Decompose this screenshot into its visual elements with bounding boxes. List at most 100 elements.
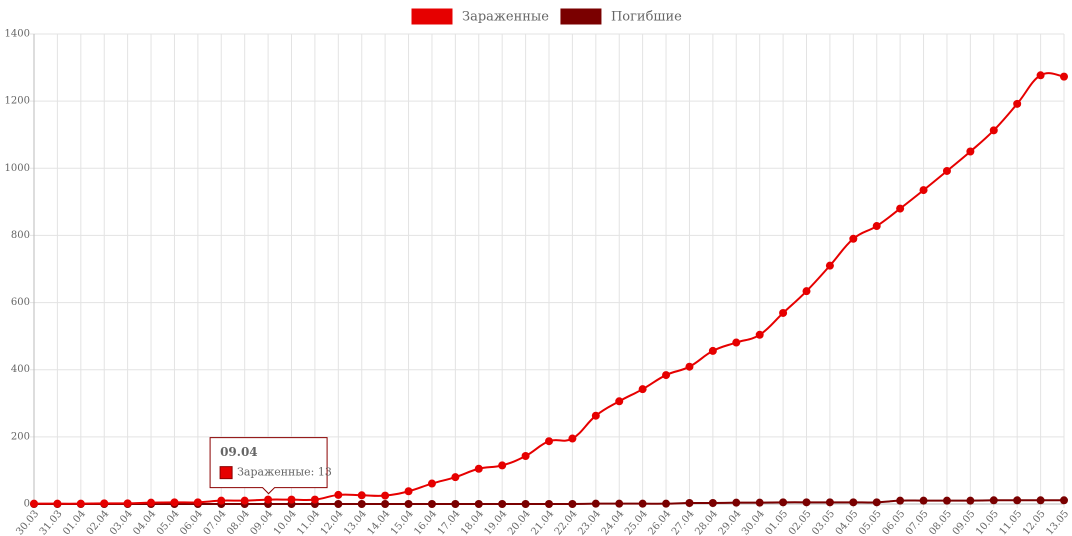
- x-tick-label: 01.05: [763, 508, 790, 536]
- point: [732, 498, 741, 507]
- point: [919, 496, 928, 505]
- point: [919, 186, 928, 195]
- point: [732, 338, 741, 347]
- x-tick-label: 18.04: [459, 508, 486, 536]
- x-tick-label: 05.05: [857, 508, 884, 536]
- point: [662, 371, 671, 380]
- point: [896, 204, 905, 213]
- point: [498, 500, 507, 508]
- x-tick-label: 29.04: [717, 508, 744, 536]
- x-tick-label: 31.03: [38, 508, 65, 536]
- point: [334, 490, 343, 499]
- x-tick-label: 16.04: [412, 508, 439, 536]
- x-tick-label: 07.05: [904, 508, 931, 536]
- x-tick-label: 10.04: [272, 508, 299, 536]
- point: [76, 499, 85, 508]
- point: [357, 491, 366, 500]
- point: [638, 385, 647, 394]
- point: [896, 496, 905, 505]
- x-tick-label: 12.04: [319, 508, 346, 536]
- x-tick-label: 11.05: [998, 508, 1025, 536]
- point: [545, 437, 553, 446]
- point: [591, 411, 600, 420]
- point: [357, 500, 366, 508]
- x-tick-label: 06.04: [178, 508, 205, 536]
- x-tick-label: 14.04: [366, 508, 393, 536]
- point: [521, 451, 530, 460]
- y-tick-label: 0: [24, 499, 30, 510]
- point: [849, 234, 858, 243]
- point: [685, 362, 694, 371]
- point: [1013, 99, 1022, 108]
- point: [240, 496, 249, 505]
- point: [989, 496, 998, 505]
- point: [1036, 71, 1045, 80]
- point: [708, 346, 717, 355]
- point: [1060, 72, 1068, 81]
- x-tick-label: 21.04: [529, 508, 556, 536]
- x-tick-label: 03.04: [108, 508, 135, 536]
- point: [310, 495, 319, 504]
- tooltip-box: [209, 437, 328, 495]
- point: [568, 434, 577, 443]
- x-tick-label: 03.05: [810, 508, 837, 536]
- x-tick-label: 20.04: [506, 508, 533, 536]
- point: [872, 498, 881, 507]
- point: [545, 500, 553, 508]
- point: [264, 495, 273, 504]
- x-tick-label: 01.04: [61, 508, 88, 536]
- point: [755, 498, 764, 507]
- point: [474, 500, 483, 508]
- point: [942, 166, 951, 175]
- x-tick-label: 12.05: [1021, 508, 1048, 536]
- tooltip-swatch: [219, 466, 233, 480]
- point: [427, 479, 436, 488]
- point: [427, 500, 436, 508]
- legend-label: Зараженные: [462, 10, 549, 25]
- tooltip-title: 09.04: [220, 445, 258, 459]
- x-tick-label: 26.04: [646, 508, 673, 536]
- point: [123, 499, 132, 508]
- x-tick-label: 08.05: [927, 508, 954, 536]
- legend-swatch: [560, 8, 602, 25]
- x-tick-label: 17.04: [436, 508, 463, 536]
- point: [966, 147, 975, 156]
- point: [989, 126, 998, 135]
- tooltip-label: Зараженные: 13: [237, 466, 332, 479]
- x-tick-label: 10.05: [974, 508, 1001, 536]
- x-tick-label: 28.04: [693, 508, 720, 536]
- x-tick-label: 13.04: [342, 508, 369, 536]
- x-tick-label: 06.05: [881, 508, 908, 536]
- point: [849, 498, 858, 507]
- y-tick-label: 1200: [5, 96, 30, 107]
- point: [334, 500, 343, 508]
- point: [662, 499, 671, 508]
- legend-swatch: [411, 8, 453, 25]
- point: [404, 500, 413, 508]
- point: [966, 496, 975, 505]
- point: [217, 496, 226, 505]
- y-tick-label: 1400: [5, 29, 30, 40]
- x-tick-label: 08.04: [225, 508, 252, 536]
- x-tick-label: 25.04: [623, 508, 650, 536]
- point: [193, 498, 202, 507]
- x-tick-label: 02.04: [85, 508, 112, 536]
- point: [381, 491, 390, 500]
- point: [802, 498, 811, 507]
- point: [779, 498, 788, 507]
- point: [53, 499, 62, 508]
- point: [147, 498, 156, 507]
- x-tick-label: 30.03: [14, 508, 41, 536]
- x-tick-label: 13.05: [1044, 508, 1071, 536]
- point: [779, 308, 788, 317]
- point: [170, 498, 179, 507]
- x-tick-label: 11.04: [295, 508, 322, 536]
- x-tick-label: 07.04: [202, 508, 229, 536]
- tooltip: 09.04 Зараженные: 13: [209, 437, 332, 495]
- point: [825, 498, 834, 507]
- point: [615, 397, 624, 406]
- point: [1060, 496, 1068, 505]
- x-tick-label: 19.04: [483, 508, 510, 536]
- x-tick-label: 02.05: [787, 508, 814, 536]
